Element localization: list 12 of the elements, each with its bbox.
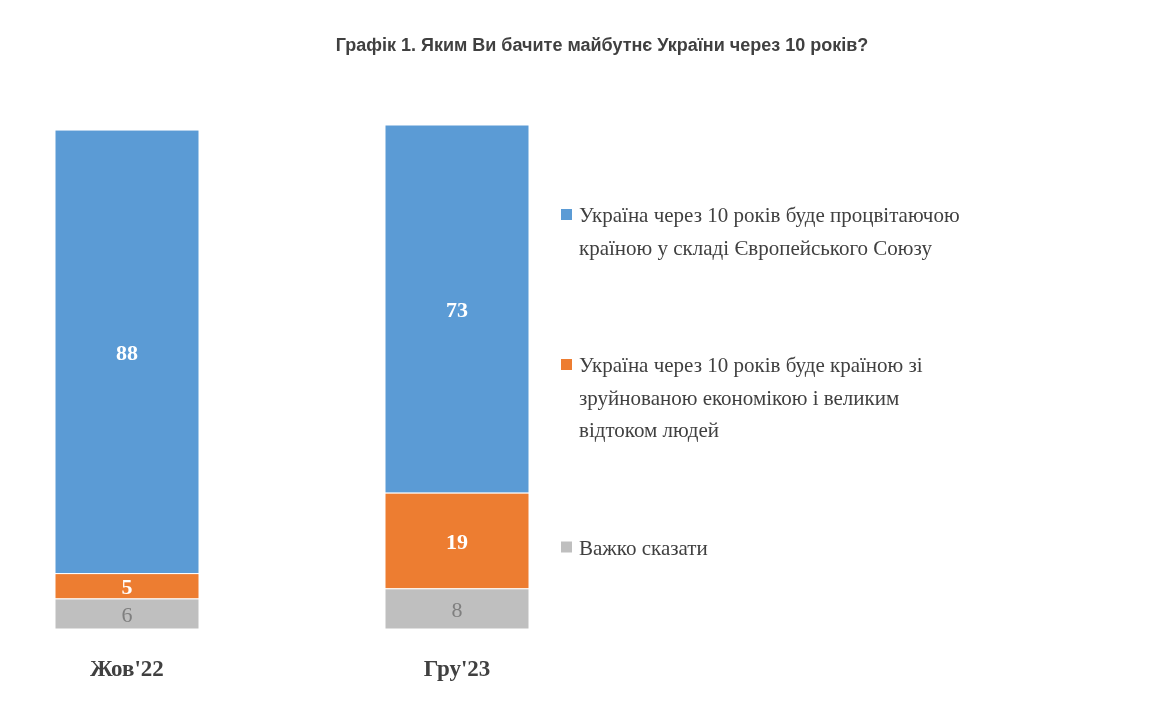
chart-title: Графік 1. Яким Ви бачите майбутнє України через 10 років? <box>335 35 869 56</box>
data-label: 88 <box>116 339 138 365</box>
x-tick-label: Гру'23 <box>423 656 491 682</box>
x-tick-label: Жов'22 <box>90 656 164 682</box>
data-label: 73 <box>446 296 468 322</box>
legend-label: Україна через 10 років буде країною зі зруйнованою економікою і великим відтоком людей <box>579 353 923 443</box>
data-label: 19 <box>446 528 468 554</box>
data-label: 6 <box>121 601 133 627</box>
legend-label: Важко сказати <box>579 535 708 560</box>
data-label: 8 <box>451 596 463 622</box>
data-label: 5 <box>121 573 133 599</box>
legend-label: Україна через 10 років буде процвітаючою країною у складі Європейського Союзу <box>579 203 960 260</box>
